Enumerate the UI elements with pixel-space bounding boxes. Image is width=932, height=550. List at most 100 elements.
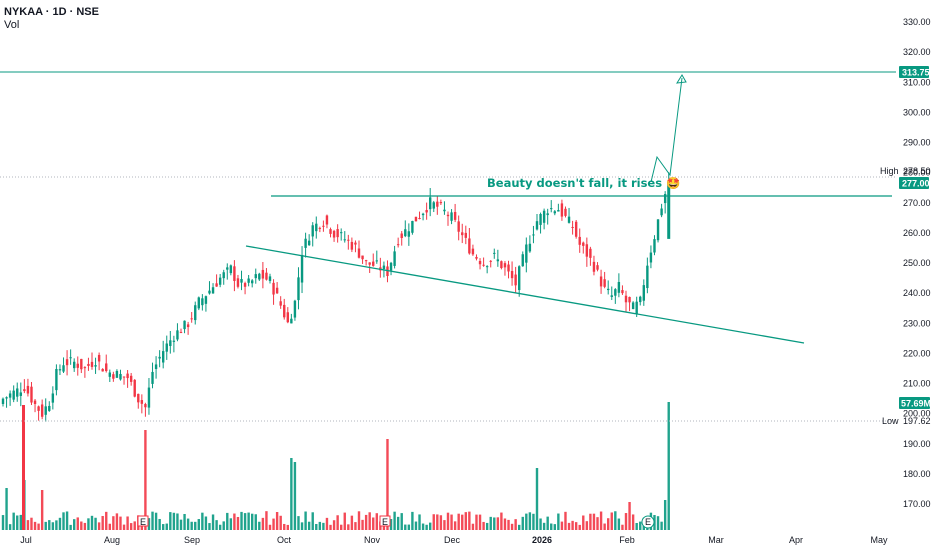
volume-bar	[457, 513, 460, 530]
volume-bar	[194, 521, 197, 530]
volume-bar	[258, 521, 261, 530]
candle-body	[510, 271, 514, 279]
volume-bar	[667, 402, 670, 530]
time-tick: Sep	[184, 535, 200, 545]
volume-bar	[186, 518, 190, 530]
volume-bar	[436, 514, 439, 530]
candle-body	[151, 371, 154, 384]
volume-bar	[222, 521, 225, 530]
volume-spike	[22, 405, 25, 530]
candle-body	[243, 283, 247, 287]
earnings-marker[interactable]	[641, 515, 655, 529]
volume-bar	[218, 524, 222, 530]
volume-bar	[215, 520, 218, 530]
volume-bar	[94, 517, 97, 530]
candle-body	[407, 231, 411, 237]
candle-body	[432, 202, 435, 209]
candle-body	[471, 248, 475, 255]
candle-body	[5, 397, 8, 399]
candle-body	[571, 226, 574, 228]
candle-body	[240, 279, 243, 283]
volume-bar	[5, 488, 8, 530]
volume-bar	[553, 524, 556, 530]
time-tick: 2026	[532, 535, 552, 545]
price-tick: 270.00	[903, 198, 931, 208]
candle-body	[496, 259, 500, 262]
candle-body	[261, 269, 265, 279]
volume-bar	[190, 521, 193, 530]
volume-bar	[421, 523, 425, 530]
volume-bar	[546, 516, 549, 530]
candle-body	[478, 260, 482, 265]
volume-bar	[386, 439, 389, 530]
chart-annotation[interactable]: Beauty doesn't fall, it rises 🤩	[487, 176, 680, 190]
volume-bar	[112, 516, 115, 530]
volume-bar	[279, 515, 282, 530]
candle-body	[297, 277, 300, 301]
time-axis[interactable]: Jul Aug Sep Oct Nov Dec 2026 Feb Mar Apr May	[20, 535, 888, 545]
volume-bar	[119, 516, 122, 530]
candle-body	[347, 239, 350, 241]
candle-body	[283, 304, 286, 318]
candle-body	[8, 393, 12, 398]
volume-bar	[144, 430, 147, 530]
candle-body	[453, 211, 457, 220]
volume-bar	[304, 511, 307, 530]
volume-bar	[368, 512, 371, 530]
volume-bar	[90, 515, 94, 530]
price-axis[interactable]: 330.00 320.00 310.00 300.00 290.00 280.00 270.…	[903, 17, 931, 509]
price-tick: 250.00	[903, 258, 931, 268]
candle-body	[73, 361, 76, 369]
volume-label[interactable]: Vol	[4, 19, 20, 31]
volume-bar	[233, 513, 236, 530]
descending-trendline[interactable]	[245, 245, 805, 344]
earnings-marker[interactable]	[137, 515, 149, 527]
volume-bar	[204, 516, 208, 530]
volume-bar	[350, 515, 354, 530]
volume-bar	[364, 514, 368, 530]
earnings-marker[interactable]	[379, 515, 391, 527]
volume-bar	[126, 516, 129, 530]
volume-bar	[507, 519, 510, 530]
volume-bar	[663, 500, 667, 530]
volume-bar	[286, 524, 289, 530]
time-tick: Aug	[104, 535, 120, 545]
volume-bar	[453, 521, 457, 530]
time-tick: Apr	[789, 535, 803, 545]
volume-bar	[247, 512, 250, 530]
volume-bar	[414, 521, 418, 530]
volume-bar	[478, 514, 482, 530]
symbol-title[interactable]: NYKAA · 1D · NSE	[4, 6, 99, 18]
candle-body	[1, 398, 5, 404]
volume-bar	[521, 516, 524, 530]
candle-body	[218, 277, 222, 285]
candle-body	[553, 211, 556, 214]
price-tick: 230.00	[903, 318, 931, 328]
volume-bar	[129, 523, 133, 530]
candle-body	[350, 241, 354, 250]
candle-body	[364, 260, 368, 262]
price-candles	[1, 172, 671, 422]
price-tick: 200.00	[903, 409, 931, 419]
candle-body	[40, 404, 44, 417]
price-tick: 260.00	[903, 228, 931, 238]
projection-path[interactable]	[650, 77, 683, 183]
candle-body	[204, 296, 208, 304]
candle-body	[126, 373, 129, 379]
candle-body	[83, 367, 87, 369]
time-tick: May	[870, 535, 888, 545]
candle-body	[140, 400, 144, 404]
candle-body	[158, 356, 161, 359]
candle-body	[119, 373, 122, 380]
candle-body	[628, 296, 631, 303]
candle-body	[560, 203, 564, 217]
target-tag-bg	[899, 66, 929, 78]
candle-body	[179, 331, 183, 333]
candle-body	[528, 243, 532, 252]
volume-bar	[172, 512, 176, 530]
candle-body	[286, 312, 289, 323]
candle-body	[493, 252, 496, 254]
volume-bar	[80, 521, 83, 530]
